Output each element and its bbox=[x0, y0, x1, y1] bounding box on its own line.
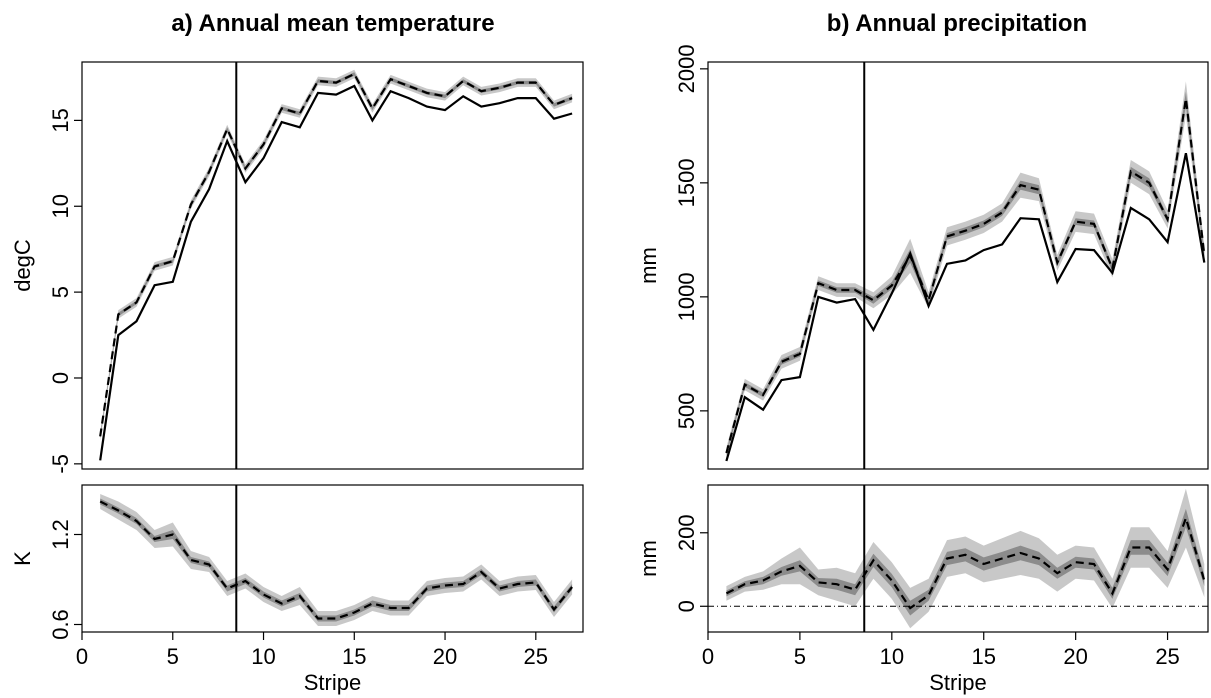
temperature-main-plot: -5 0 5 10 15 degC bbox=[10, 61, 584, 474]
x-tick-label: 5 bbox=[794, 644, 806, 669]
x-tick-label: 25 bbox=[524, 644, 548, 669]
series-line-dashed bbox=[99, 72, 573, 437]
x-axis-label: Stripe bbox=[304, 670, 361, 695]
x-tick-label: 10 bbox=[880, 644, 904, 669]
uncertainty-band-outer bbox=[100, 494, 573, 626]
plot-frame bbox=[707, 484, 1209, 633]
x-tick-label: 25 bbox=[1155, 644, 1179, 669]
series-line-dashed bbox=[725, 98, 1206, 454]
plot-area bbox=[725, 488, 1206, 629]
panel-a-title: a) Annual mean temperature bbox=[171, 10, 494, 37]
x-tick-label: 15 bbox=[342, 644, 366, 669]
y-axis-label: K bbox=[10, 551, 35, 566]
y-tick-label: 0 bbox=[674, 600, 699, 612]
y-tick-label: 0.6 bbox=[48, 609, 73, 640]
series-line-solid bbox=[99, 84, 573, 461]
precipitation-main-plot: 500 1000 1500 2000 mm bbox=[636, 44, 1209, 470]
x-tick-label: 20 bbox=[1063, 644, 1087, 669]
series-line-solid bbox=[725, 152, 1206, 462]
x-axis-label: Stripe bbox=[929, 670, 986, 695]
y-tick-label: 1500 bbox=[674, 158, 699, 207]
plot-area bbox=[725, 81, 1206, 462]
precipitation-difference-plot: 0 200 0 5 10 15 20 25 Stripe mm bbox=[636, 484, 1209, 695]
plot-area bbox=[99, 494, 573, 626]
series-line-dashed bbox=[99, 500, 573, 620]
uncertainty-band-outer bbox=[100, 69, 573, 441]
series-line-dashed bbox=[725, 514, 1206, 610]
y-tick-label: 10 bbox=[48, 194, 73, 218]
panel-b-title: b) Annual precipitation bbox=[827, 10, 1087, 37]
y-tick-label: 200 bbox=[674, 514, 699, 551]
plot-frame bbox=[81, 61, 584, 470]
plot-frame bbox=[707, 61, 1209, 470]
x-tick-label: 15 bbox=[971, 644, 995, 669]
y-tick-label: 2000 bbox=[674, 44, 699, 93]
y-tick-label: 0 bbox=[48, 372, 73, 384]
uncertainty-band-inner bbox=[100, 72, 573, 439]
y-tick-label: 15 bbox=[48, 108, 73, 132]
uncertainty-band-outer bbox=[726, 81, 1205, 459]
uncertainty-band-inner bbox=[726, 508, 1205, 616]
x-tick-label: 10 bbox=[251, 644, 275, 669]
uncertainty-band-inner bbox=[726, 91, 1205, 456]
plot-area bbox=[99, 69, 573, 461]
x-tick-label: 0 bbox=[702, 644, 714, 669]
y-axis-label: mm bbox=[636, 540, 661, 577]
y-tick-label: 1.2 bbox=[48, 519, 73, 550]
x-tick-label: 20 bbox=[433, 644, 457, 669]
x-tick-label: 0 bbox=[76, 644, 88, 669]
y-tick-label: 500 bbox=[674, 392, 699, 429]
y-tick-label: 5 bbox=[48, 286, 73, 298]
uncertainty-band-inner bbox=[100, 498, 573, 622]
y-tick-label: 1000 bbox=[674, 272, 699, 321]
y-axis-label: mm bbox=[636, 247, 661, 284]
y-axis-label: degC bbox=[10, 239, 35, 292]
temperature-difference-plot: 0.6 1.2 0 5 10 15 20 25 Stripe K bbox=[10, 484, 584, 695]
x-tick-label: 5 bbox=[167, 644, 179, 669]
plot-frame bbox=[81, 484, 584, 633]
y-tick-label: -5 bbox=[48, 454, 73, 474]
